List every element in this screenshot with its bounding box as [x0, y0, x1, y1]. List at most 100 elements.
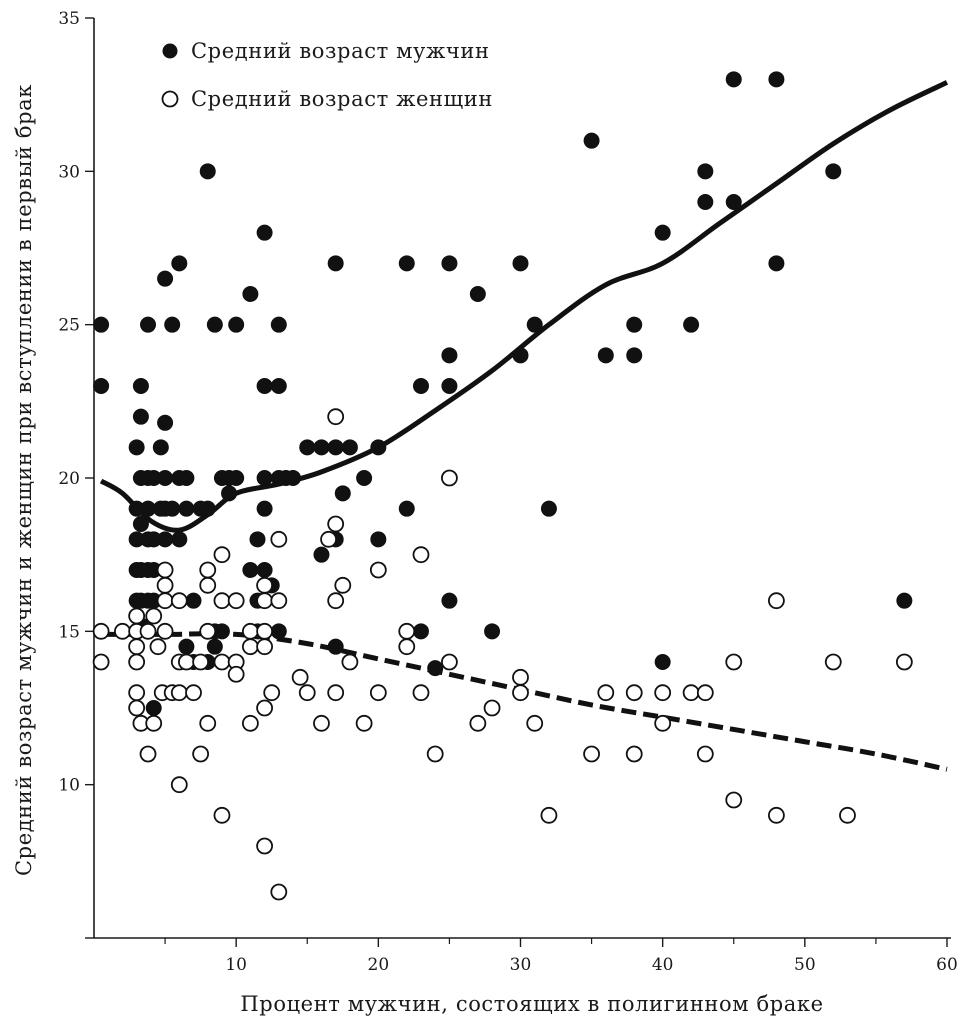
data-point-men [221, 485, 238, 502]
y-tick-label: 10 [58, 776, 80, 796]
data-point-women [192, 653, 210, 671]
data-point-women [426, 745, 444, 763]
y-tick-label: 35 [58, 9, 80, 29]
legend-marker-men [162, 43, 178, 59]
data-point-women [256, 622, 274, 640]
data-point-men [256, 562, 273, 578]
data-point-men [597, 347, 614, 364]
data-point-women [696, 745, 714, 763]
data-point-women [839, 806, 856, 824]
data-point-women [128, 653, 146, 671]
data-point-women [441, 653, 458, 671]
data-point-men [412, 378, 429, 394]
data-point-women [149, 638, 167, 656]
data-point-women [227, 665, 245, 683]
data-point-men [313, 546, 330, 563]
data-point-women [156, 592, 174, 610]
data-point-men [327, 439, 344, 456]
data-point-men [654, 654, 671, 670]
data-point-women [895, 653, 913, 671]
data-point-men [157, 531, 174, 548]
data-point-women [241, 622, 259, 640]
data-point-men [270, 316, 287, 333]
data-point-women [199, 561, 217, 579]
data-point-women [241, 714, 259, 732]
data-point-men [152, 439, 169, 456]
data-point-women [654, 714, 672, 732]
data-point-men [697, 163, 714, 180]
data-point-women [682, 684, 700, 702]
data-point-women [512, 668, 529, 686]
data-point-men [132, 378, 149, 394]
data-point-women [139, 622, 157, 640]
data-point-men [768, 71, 785, 88]
data-point-men [140, 316, 157, 333]
x-tick-label: 20 [368, 955, 390, 975]
data-point-women [625, 684, 643, 702]
data-point-women [128, 638, 146, 656]
data-point-women [256, 699, 274, 717]
data-point-men [178, 470, 195, 486]
data-point-men [725, 194, 742, 210]
data-point-women [412, 684, 430, 702]
data-point-women [320, 530, 337, 548]
data-point-men [441, 592, 458, 609]
data-point-women [227, 592, 245, 610]
data-point-women [185, 684, 202, 702]
data-point-women [170, 684, 188, 702]
data-point-men [185, 592, 202, 609]
data-point-men [313, 439, 330, 456]
data-point-men [512, 255, 529, 272]
data-point-women [483, 699, 501, 717]
data-point-men [171, 255, 188, 272]
data-point-women [256, 592, 274, 610]
x-tick-label: 60 [936, 955, 958, 975]
data-point-women [139, 745, 157, 763]
data-point-women [824, 653, 842, 671]
data-point-women [341, 653, 359, 671]
data-point-men [256, 470, 273, 486]
data-point-men [256, 378, 273, 394]
data-point-women [768, 592, 785, 610]
data-point-men [242, 562, 259, 578]
data-point-women [526, 714, 544, 732]
legend-marker-women [161, 90, 179, 108]
data-point-women [213, 806, 231, 824]
data-point-women [128, 607, 146, 625]
data-point-men [132, 516, 149, 532]
x-tick-label: 10 [225, 955, 247, 975]
legend-label-men: Средний возраст мужчин [191, 39, 490, 63]
data-point-women [156, 576, 174, 594]
y-tick-label: 30 [58, 162, 80, 182]
data-point-men [327, 255, 344, 272]
data-point-men [145, 700, 162, 716]
data-point-men [370, 531, 387, 548]
data-point-women [398, 622, 416, 640]
data-point-men [427, 660, 444, 677]
data-point-men [441, 347, 458, 364]
data-point-women [213, 653, 231, 671]
data-point-men [626, 347, 643, 364]
data-point-men [270, 623, 287, 640]
data-point-women [128, 699, 146, 717]
data-point-men [412, 623, 429, 640]
data-point-men [206, 638, 223, 655]
data-point-women [256, 576, 274, 594]
data-point-men [370, 439, 387, 456]
data-point-men [213, 623, 230, 640]
data-point-men [654, 224, 671, 241]
data-point-men [725, 71, 742, 88]
data-point-women [128, 684, 146, 702]
data-point-men [157, 270, 174, 287]
data-point-women [469, 714, 487, 732]
data-point-women [92, 653, 110, 671]
data-point-women [654, 684, 672, 702]
data-point-women [441, 469, 458, 487]
data-point-men [825, 163, 842, 180]
data-point-women [355, 714, 373, 732]
data-point-men [199, 163, 216, 180]
data-point-women [270, 592, 288, 610]
data-point-men [199, 500, 216, 517]
data-point-men [299, 439, 316, 456]
